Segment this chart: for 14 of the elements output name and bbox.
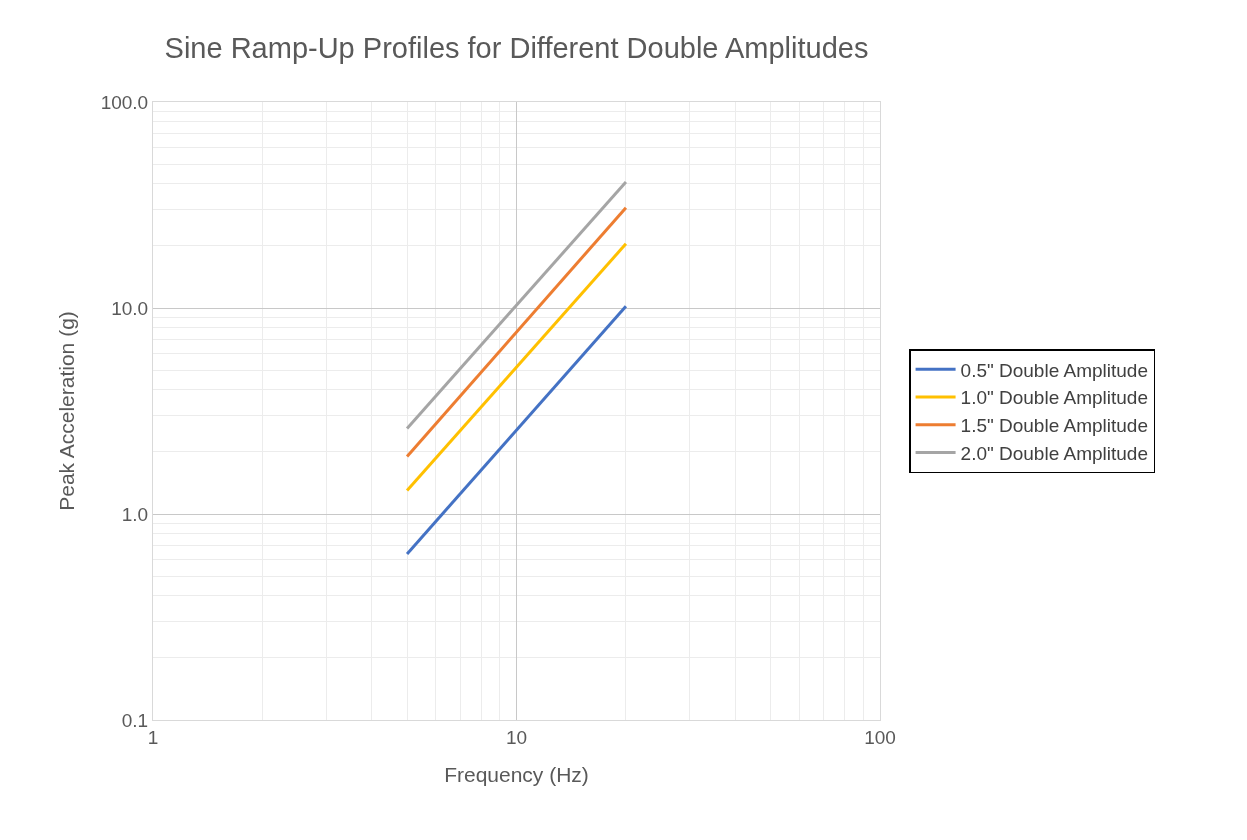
y-axis-title: Peak Acceleration (g) — [54, 311, 78, 511]
x-tick-label: 1 — [147, 726, 159, 748]
y-tick-label: 100.0 — [100, 91, 149, 113]
y-tick-label: 0.1 — [121, 709, 149, 731]
legend-label: 2.0" Double Amplitude — [960, 442, 1148, 464]
y-tick-label: 1.0 — [121, 503, 149, 525]
y-tick-label: 10.0 — [111, 297, 149, 319]
chart-title: Sine Ramp-Up Profiles for Different Double Amplitudes — [164, 32, 869, 65]
legend-label: 1.0" Double Amplitude — [960, 387, 1148, 409]
legend-label: 0.5" Double Amplitude — [960, 359, 1148, 381]
x-tick-label: 10 — [505, 726, 528, 748]
legend-label: 1.5" Double Amplitude — [960, 415, 1148, 437]
x-tick-label: 100 — [864, 726, 896, 748]
x-axis-title: Frequency (Hz) — [444, 763, 589, 786]
